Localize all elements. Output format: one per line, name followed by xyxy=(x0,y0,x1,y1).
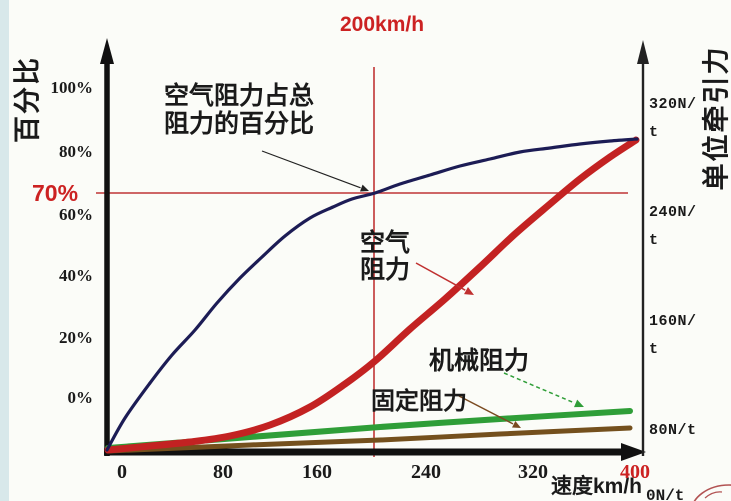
x-tick-160: 160 xyxy=(302,461,332,483)
mechanical-label: 机械阻力 xyxy=(429,347,530,375)
corner-clipped-text: 0N/t xyxy=(646,487,685,501)
right-axis-title: 单位牵引力 xyxy=(701,45,731,191)
r-tick-320: 320N/ t xyxy=(649,96,697,141)
air-resistance-curve xyxy=(104,136,640,454)
right-y-axis-arrowhead xyxy=(637,40,649,64)
x-axis-title: 速度km/h xyxy=(551,475,643,498)
r-tick-160: 160N/ t xyxy=(649,313,697,358)
x-tick-0: 0 xyxy=(117,461,127,483)
y-tick-20: 20% xyxy=(59,328,93,347)
x-axis-arrowhead xyxy=(621,443,646,461)
r-tick-160-l2: t xyxy=(649,341,659,358)
r-tick-240-l2: t xyxy=(649,232,659,249)
r-tick-80: 80N/t xyxy=(649,422,697,439)
fixed-label: 固定阻力 xyxy=(371,388,467,415)
fixed-resistance-line xyxy=(105,425,633,454)
y-tick-100: 100% xyxy=(50,78,94,97)
air-resistance-label-line2: 阻力 xyxy=(359,256,410,284)
r-tick-80-l1: 80N/t xyxy=(649,422,697,439)
scan-edge-strip xyxy=(0,0,9,501)
ref-speed-label: 200km/h xyxy=(340,13,425,36)
stamp-seal xyxy=(693,484,731,501)
air-share-title-line1: 空气阻力占总 xyxy=(163,82,314,110)
title-arrow xyxy=(261,150,369,192)
r-tick-160-l1: 160N/ xyxy=(649,313,697,330)
ref-percent-label: 70% xyxy=(32,180,79,206)
r-tick-240-l1: 240N/ xyxy=(649,204,697,221)
left-axis-title: 百分比 xyxy=(12,56,43,143)
air-resistance-arrow xyxy=(415,262,474,295)
air-share-title-line2: 阻力的百分比 xyxy=(163,110,314,138)
air-share-title: 空气阻力占总 阻力的百分比 xyxy=(148,82,330,138)
mechanical-arrow xyxy=(503,372,584,408)
y-tick-60: 60% xyxy=(59,205,93,224)
x-tick-240: 240 xyxy=(411,461,441,483)
air-resistance-label-line1: 空气 xyxy=(359,229,410,257)
air-share-curve xyxy=(105,137,639,452)
x-tick-80: 80 xyxy=(213,461,233,483)
left-y-axis-arrowhead xyxy=(100,38,114,64)
r-tick-240: 240N/ t xyxy=(649,204,697,249)
y-tick-80: 80% xyxy=(59,142,93,161)
y-tick-0: 0% xyxy=(67,388,94,407)
x-tick-400: 400 xyxy=(620,461,650,483)
fixed-arrow xyxy=(458,395,521,428)
r-tick-320-l2: t xyxy=(649,124,659,141)
y-tick-40: 40% xyxy=(59,266,93,285)
air-resistance-label: 空气 阻力 xyxy=(355,230,415,284)
r-tick-320-l1: 320N/ xyxy=(649,96,697,113)
x-tick-320: 320 xyxy=(518,461,548,483)
